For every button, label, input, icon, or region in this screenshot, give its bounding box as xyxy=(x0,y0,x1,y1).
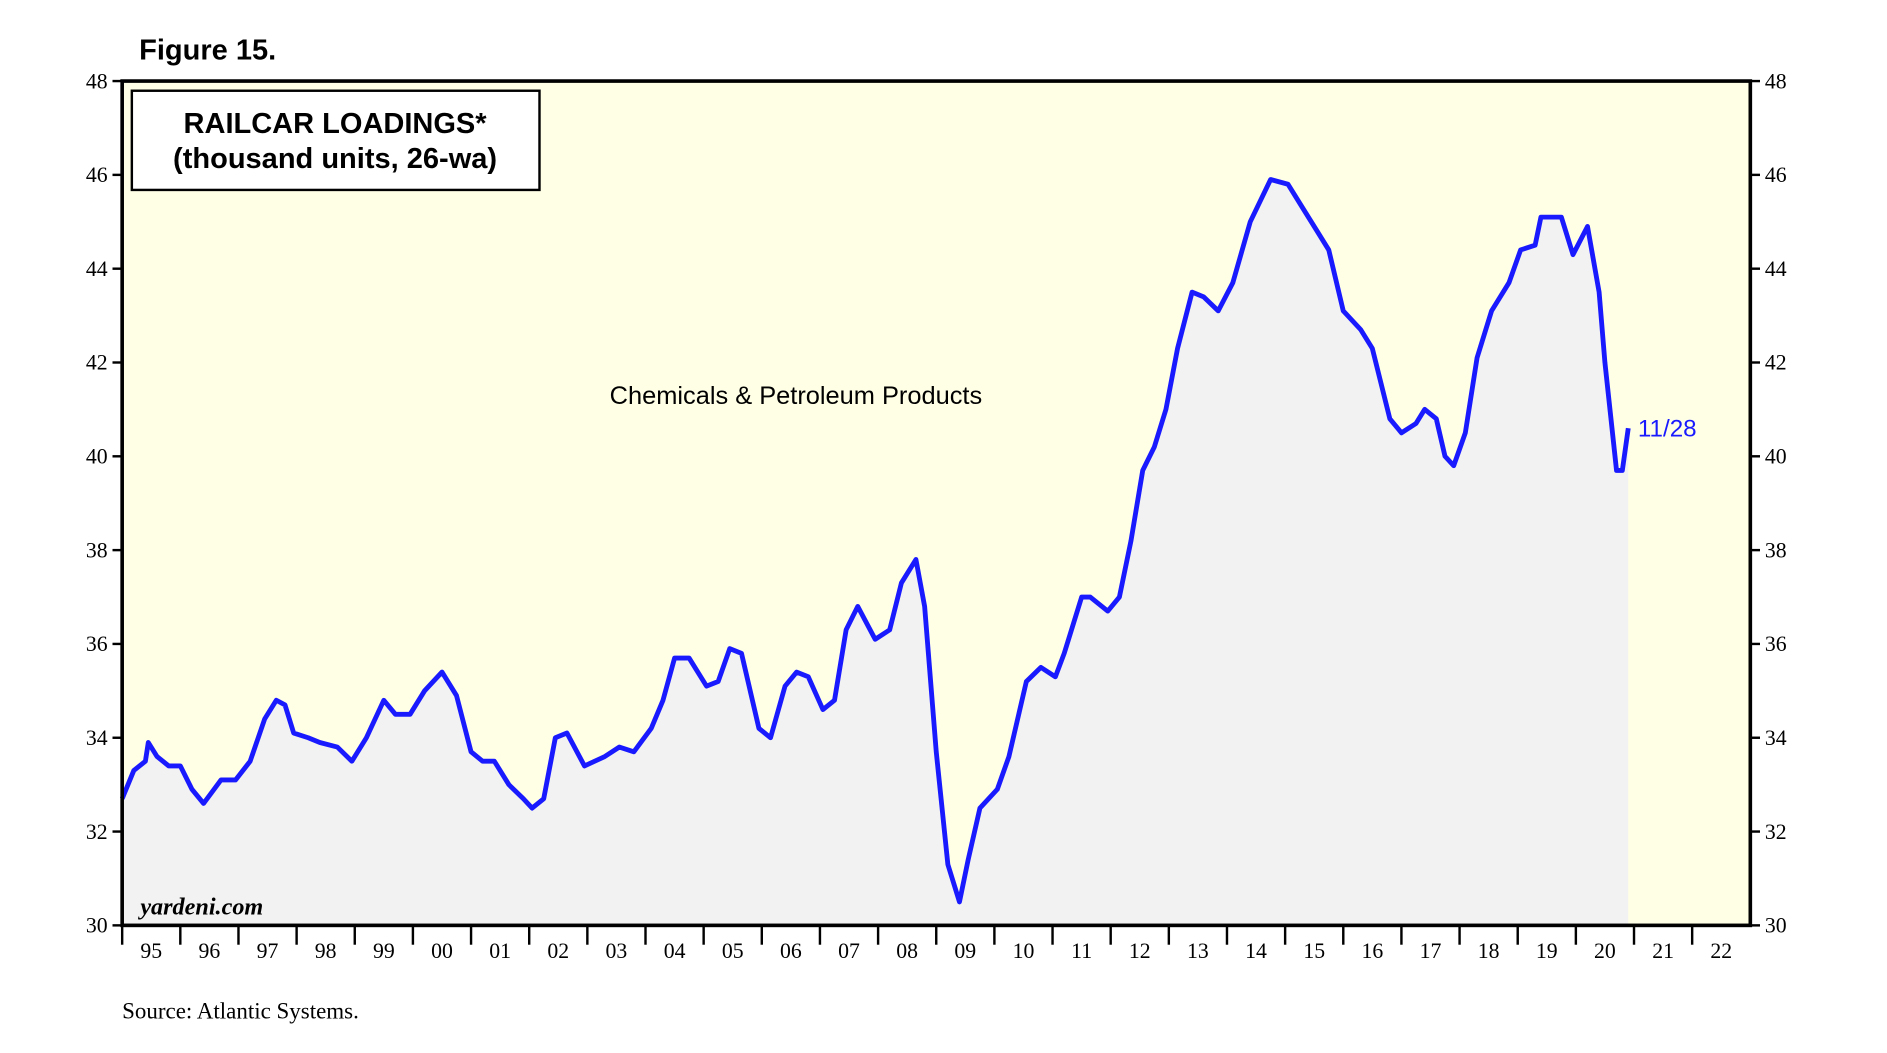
y2-tick-label: 40 xyxy=(1765,445,1787,469)
marks xyxy=(119,177,1631,926)
y-tick-label: 48 xyxy=(86,69,108,93)
x-tick-label: 97 xyxy=(257,939,279,963)
x-tick-label: 12 xyxy=(1129,939,1151,963)
area xyxy=(122,179,1629,926)
x-tick-label: 98 xyxy=(315,939,337,963)
watermark: yardeni.com xyxy=(137,893,263,920)
y-tick-label: 42 xyxy=(86,351,108,375)
x-tick-label: 09 xyxy=(954,939,976,963)
x-tick-label: 00 xyxy=(431,939,453,963)
box-title-line: (thousand units, 26-wa) xyxy=(173,143,497,175)
y2-tick-label: 46 xyxy=(1765,163,1787,187)
y-tick-label: 36 xyxy=(86,632,108,656)
x-tick-label: 16 xyxy=(1361,939,1383,963)
title-box xyxy=(130,89,541,192)
x-tick-label: 14 xyxy=(1245,939,1267,963)
y2-tick-label: 32 xyxy=(1765,820,1787,844)
y2-tick-label: 36 xyxy=(1765,632,1787,656)
x-tick-label: 15 xyxy=(1303,939,1325,963)
x-tick-label: 11 xyxy=(1071,939,1092,963)
x-tick-label: 10 xyxy=(1013,939,1035,963)
x-tick-label: 99 xyxy=(373,939,395,963)
y-tick-label: 40 xyxy=(86,445,108,469)
x-tick-label: 95 xyxy=(140,939,162,963)
x-tick-label: 04 xyxy=(664,939,686,963)
x-tick-label: 02 xyxy=(547,939,569,963)
y-tick-label: 34 xyxy=(86,726,108,750)
y2-tick-label: 42 xyxy=(1765,351,1787,375)
source: Source: Atlantic Systems. xyxy=(122,999,359,1024)
y2-tick-label: 48 xyxy=(1765,69,1787,93)
x-tick-label: 05 xyxy=(722,939,744,963)
x-tick-label: 22 xyxy=(1710,939,1732,963)
y2-tick-label: 34 xyxy=(1765,726,1787,750)
box-title-line: RAILCAR LOADINGS* xyxy=(184,108,488,140)
x-tick-label: 96 xyxy=(199,939,221,963)
x-tick-label: 18 xyxy=(1478,939,1500,963)
y-tick-label: 38 xyxy=(86,538,108,562)
x-tick-label: 01 xyxy=(489,939,511,963)
x-tick-label: 07 xyxy=(838,939,860,963)
y-tick-label: 32 xyxy=(86,820,108,844)
y2-tick-label: 38 xyxy=(1765,538,1787,562)
y-tick-label: 44 xyxy=(86,257,108,281)
y2-tick-label: 30 xyxy=(1765,914,1787,938)
x-tick-label: 13 xyxy=(1187,939,1209,963)
x-tick-label: 06 xyxy=(780,939,802,963)
figure-title: Figure 15. xyxy=(139,34,276,66)
end-label: 11/28 xyxy=(1638,416,1697,443)
y-tick-label: 46 xyxy=(86,163,108,187)
y-tick-label: 30 xyxy=(86,914,108,938)
line xyxy=(119,177,1631,905)
x-tick-label: 20 xyxy=(1594,939,1616,963)
x-tick-label: 03 xyxy=(606,939,628,963)
x-tick-label: 08 xyxy=(896,939,918,963)
annotation: Chemicals & Petroleum Products xyxy=(610,382,983,410)
x-tick-label: 21 xyxy=(1652,939,1674,963)
x-tick-label: 17 xyxy=(1420,939,1442,963)
x-tick-label: 19 xyxy=(1536,939,1558,963)
y2-tick-label: 44 xyxy=(1765,257,1787,281)
